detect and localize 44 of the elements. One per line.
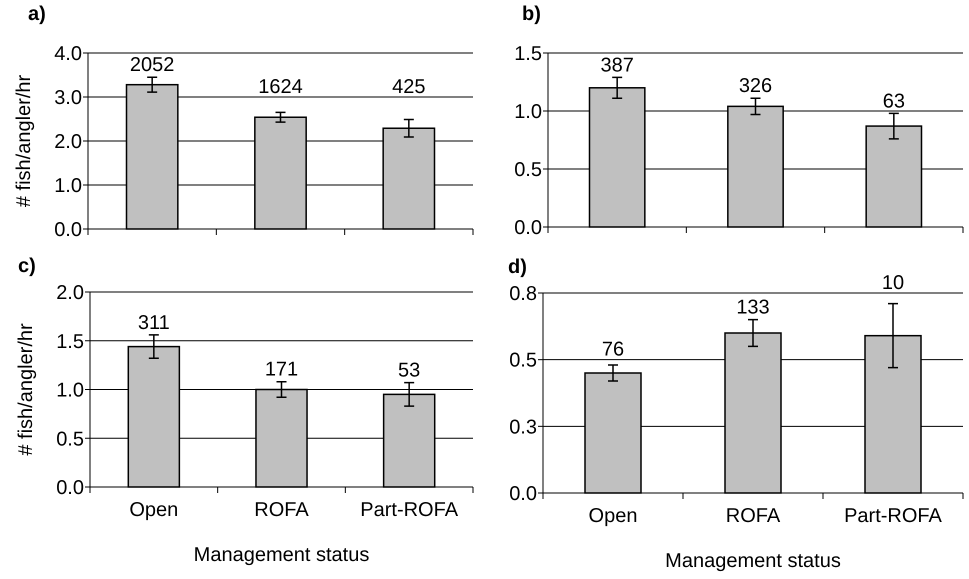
y-tick-label: 0.8: [509, 283, 537, 305]
y-tick-label: 2.0: [56, 282, 84, 304]
y-tick-label: 0.0: [54, 219, 82, 241]
x-tick-label: Part-ROFA: [844, 505, 943, 527]
x-tick-label: ROFA: [254, 499, 310, 521]
annotation: 311: [138, 312, 170, 334]
y-tick-label: 3.0: [54, 87, 82, 109]
x-tick-label: Part-ROFA: [360, 499, 459, 521]
y-tick-label: 1.5: [514, 43, 542, 65]
chart-title: c): [18, 255, 36, 277]
y-tick-label: 0.0: [56, 477, 84, 499]
annotation: 53: [398, 360, 420, 382]
annotation: 387: [600, 54, 634, 76]
y-tick-label: 0.0: [509, 483, 537, 505]
y-tick-label: 1.0: [54, 175, 82, 197]
y-tick-label: 2.0: [54, 131, 82, 153]
y-axis-title: # fish/angler/hr: [13, 74, 35, 208]
y-tick-label: 1.0: [514, 101, 542, 123]
x-tick-label: Open: [588, 505, 638, 527]
y-axis-title: # fish/angler/hr: [15, 323, 37, 456]
annotation: 63: [882, 90, 905, 112]
chart-title: a): [28, 3, 46, 25]
x-axis-title: Management status: [194, 544, 370, 566]
x-axis-title: Management status: [665, 550, 841, 572]
chart-title: b): [522, 3, 541, 25]
annotation: 1624: [258, 76, 303, 98]
y-tick-label: 4.0: [54, 43, 82, 65]
y-tick-label: 0.0: [514, 217, 542, 239]
y-tick-label: 0.5: [56, 428, 84, 450]
x-tick-label: Open: [129, 499, 178, 521]
annotation: 171: [264, 358, 298, 381]
chart-title: d): [508, 256, 527, 278]
annotation: 425: [392, 76, 426, 98]
y-tick-label: 0.5: [514, 159, 542, 181]
annotation: 2052: [130, 54, 174, 76]
y-tick-label: 0.3: [509, 416, 537, 438]
y-tick-label: 0.5: [509, 350, 537, 372]
y-tick-label: 1.0: [56, 380, 84, 402]
y-tick-label: 1.5: [56, 330, 84, 353]
annotation: 10: [882, 272, 904, 294]
x-tick-label: ROFA: [726, 505, 781, 527]
annotation: 76: [602, 338, 624, 361]
annotation: 326: [738, 75, 772, 98]
annotation: 133: [736, 296, 770, 319]
